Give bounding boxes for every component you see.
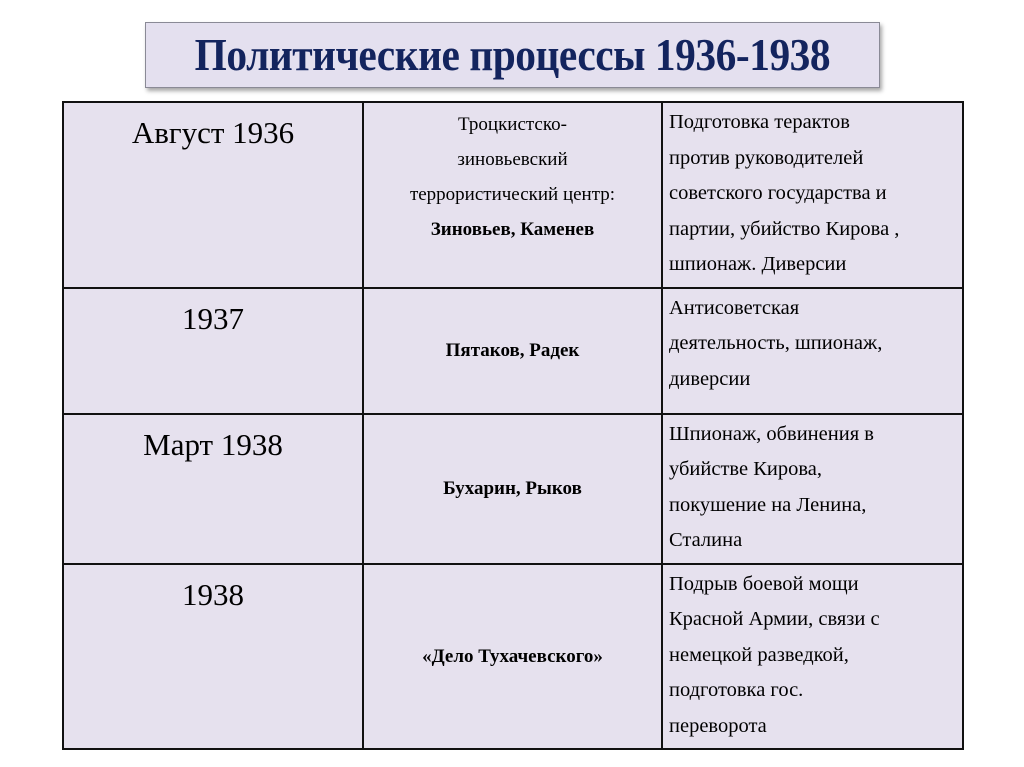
defendants-names: Пятаков, Радек	[445, 340, 580, 361]
table-row: 1937 Пятаков, Радек Антисоветская деятел…	[62, 286, 964, 415]
date-cell: 1938	[62, 562, 364, 750]
table-row: Март 1938 Бухарин, Рыков Шпионаж, обвине…	[62, 412, 964, 565]
charge-line: против руководителей	[669, 146, 864, 169]
charge-line: деятельность, шпионаж,	[669, 332, 883, 354]
date-cell: 1937	[62, 286, 364, 415]
charge-line: немецкой разведкой,	[669, 643, 849, 666]
charges-cell: Подготовка терактов против руководителей…	[661, 101, 964, 289]
charge-line: Шпионаж, обвинения в	[669, 422, 874, 445]
defendants-names: «Дело Тухачевского»	[422, 645, 603, 667]
charge-line: Красной Армии, связи с	[669, 608, 880, 630]
charge-line: Подрыв боевой мощи	[669, 572, 859, 595]
charge-line: подготовка гос.	[669, 679, 804, 701]
table-row: 1938 «Дело Тухачевского» Подрыв боевой м…	[62, 562, 964, 750]
date-cell: Август 1936	[62, 101, 364, 289]
defendants-cell: Бухарин, Рыков	[362, 412, 663, 565]
charge-line: Подготовка терактов	[669, 111, 850, 133]
charges-cell: Шпионаж, обвинения в убийстве Кирова, по…	[661, 412, 964, 565]
charges-cell: Подрыв боевой мощи Красной Армии, связи …	[661, 562, 964, 750]
group-line: зиновьевский	[457, 149, 568, 170]
charge-line: Сталина	[669, 529, 743, 551]
defendants-cell: Пятаков, Радек	[362, 286, 663, 415]
defendants-cell: Троцкистско- зиновьевский террористическ…	[362, 101, 663, 289]
charge-line: советского государства и	[669, 182, 887, 204]
group-line: террористический центр:	[409, 184, 616, 205]
group-line: Троцкистско-	[458, 114, 567, 135]
trials-table: Август 1936 Троцкистско- зиновьевский те…	[62, 101, 964, 750]
charge-line: диверсии	[669, 367, 751, 390]
date-cell: Март 1938	[62, 412, 364, 565]
title-box: Политические процессы 1936-1938	[145, 22, 880, 88]
defendants-names: Бухарин, Рыков	[443, 478, 582, 499]
charge-line: переворота	[669, 714, 767, 737]
table-row: Август 1936 Троцкистско- зиновьевский те…	[62, 101, 964, 289]
defendants-names: Зиновьев, Каменев	[430, 219, 595, 240]
slide-title: Политические процессы 1936-1938	[194, 30, 831, 80]
charge-line: партии, убийство Кирова ,	[669, 217, 900, 240]
defendants-cell: «Дело Тухачевского»	[362, 562, 663, 750]
charges-cell: Антисоветская деятельность, шпионаж, див…	[661, 286, 964, 415]
charge-line: убийстве Кирова,	[669, 458, 822, 480]
charge-line: покушение на Ленина,	[669, 493, 867, 516]
charge-line: Антисоветская	[669, 296, 800, 319]
charge-line: шпионаж. Диверсии	[669, 253, 847, 275]
